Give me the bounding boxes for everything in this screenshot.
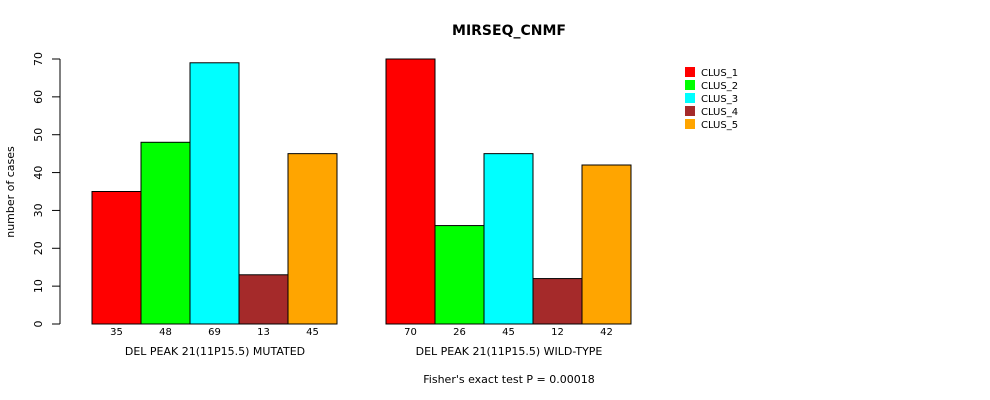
legend-label: CLUS_5 [701,120,738,131]
bar-count-label: 45 [502,327,515,338]
legend-label: CLUS_4 [701,107,738,118]
bar-count-label: 48 [159,327,172,338]
bar-mutated-clus2 [140,141,191,325]
bar-mutated-clus3 [189,62,240,325]
y-tick-label: 60 [32,90,45,104]
chart-title: MIRSEQ_CNMF [452,23,566,39]
fisher-test-footnote: Fisher's exact test P = 0.00018 [423,373,594,386]
y-tick-label: 70 [32,52,45,66]
bar-mutated-clus5 [287,153,338,325]
bar-count-label: 70 [404,327,417,338]
bar-wild-type-clus3 [483,153,534,325]
bar-mutated-clus1 [91,191,142,325]
bar-count-label: 13 [257,327,270,338]
legend-label: CLUS_2 [701,81,738,92]
legend-label: CLUS_1 [701,68,738,79]
y-tick-label: 40 [32,166,45,180]
bar-count-label: 45 [306,327,319,338]
y-tick-label: 0 [32,321,45,328]
y-tick-label: 50 [32,128,45,142]
y-tick-label: 10 [32,279,45,293]
bar-wild-type-clus5 [581,164,632,325]
bar-count-label: 42 [600,327,613,338]
legend-swatch [685,80,695,90]
bar-wild-type-clus2 [434,225,485,325]
y-axis-label: number of cases [4,146,17,238]
bar-mutated-clus4 [238,274,289,325]
legend: CLUS_1 CLUS_2 CLUS_3 CLUS_4 CLUS_5 [685,67,738,131]
legend-swatch [685,106,695,116]
y-tick-label: 30 [32,203,45,217]
bar-count-label: 26 [453,327,466,338]
y-axis: 0 10 20 30 40 50 60 70 [32,52,61,328]
bar-wild-type-clus1 [385,58,436,325]
y-tick-label: 20 [32,241,45,255]
bar-count-label: 12 [551,327,564,338]
legend-label: CLUS_3 [701,94,738,105]
legend-swatch [685,67,695,77]
value-labels: 35 48 69 13 45 70 26 45 12 42 [110,327,613,338]
group-label-wild-type: DEL PEAK 21(11P15.5) WILD-TYPE [416,345,603,358]
bars [91,58,632,325]
bar-wild-type-clus4 [532,278,583,325]
legend-swatch [685,93,695,103]
bar-count-label: 69 [208,327,221,338]
legend-swatch [685,119,695,129]
group-label-mutated: DEL PEAK 21(11P15.5) MUTATED [125,345,305,358]
bar-count-label: 35 [110,327,123,338]
